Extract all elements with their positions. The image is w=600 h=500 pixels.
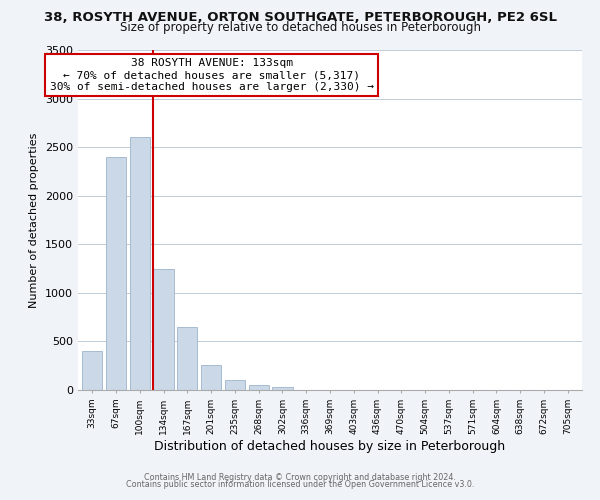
Bar (177, 327, 197, 390)
Bar (154, 268, 173, 390)
Bar (82, 351, 103, 390)
Y-axis label: Number of detached properties: Number of detached properties (29, 132, 40, 308)
Bar (130, 138, 150, 390)
Text: 38, ROSYTH AVENUE, ORTON SOUTHGATE, PETERBOROUGH, PE2 6SL: 38, ROSYTH AVENUE, ORTON SOUTHGATE, PETE… (44, 11, 557, 24)
Bar (248, 385, 269, 390)
Bar (106, 157, 126, 390)
Bar (201, 364, 221, 390)
Bar (272, 387, 293, 390)
X-axis label: Distribution of detached houses by size in Peterborough: Distribution of detached houses by size … (154, 440, 506, 452)
Bar (225, 380, 245, 390)
Text: Contains public sector information licensed under the Open Government Licence v3: Contains public sector information licen… (126, 480, 474, 489)
Text: Size of property relative to detached houses in Peterborough: Size of property relative to detached ho… (119, 22, 481, 35)
Text: 38 ROSYTH AVENUE: 133sqm
← 70% of detached houses are smaller (5,317)
30% of sem: 38 ROSYTH AVENUE: 133sqm ← 70% of detach… (50, 58, 374, 92)
Text: Contains HM Land Registry data © Crown copyright and database right 2024.: Contains HM Land Registry data © Crown c… (144, 473, 456, 482)
